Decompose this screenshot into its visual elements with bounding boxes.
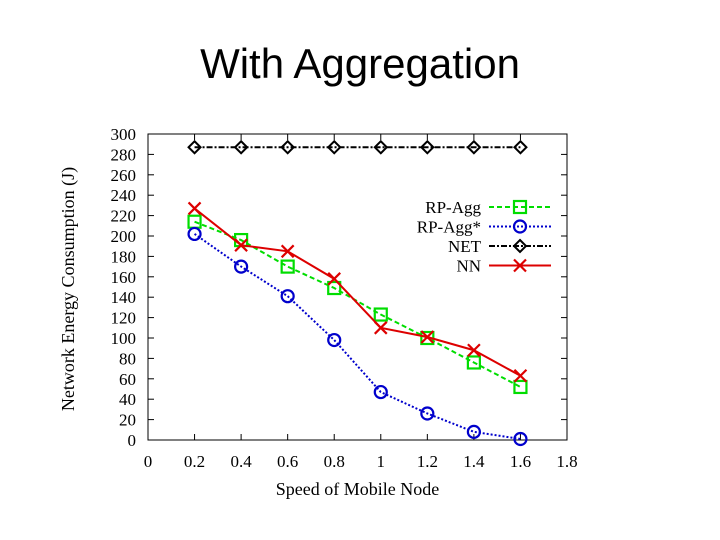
data-point-rp-agg-star xyxy=(420,406,435,421)
x-tick-label: 1.4 xyxy=(463,452,485,471)
data-point-nn xyxy=(420,330,435,344)
y-tick-label: 280 xyxy=(111,145,137,164)
series-rp-agg xyxy=(187,214,528,395)
x-tick-label: 1.8 xyxy=(556,452,577,471)
x-tick-label: 0.8 xyxy=(324,452,345,471)
data-point-rp-agg-star xyxy=(373,384,388,400)
y-tick-label: 200 xyxy=(111,227,137,246)
y-tick-label: 0 xyxy=(128,431,137,450)
data-point-nn xyxy=(467,343,481,358)
data-point-net xyxy=(373,139,389,155)
data-point-rp-agg-star xyxy=(327,332,342,348)
y-tick-label: 300 xyxy=(111,125,137,144)
y-tick-label: 240 xyxy=(111,186,137,205)
data-point-rp-agg xyxy=(466,355,481,370)
data-point-nn xyxy=(280,244,295,259)
x-tick-label: 0.2 xyxy=(184,452,205,471)
data-point-nn xyxy=(513,368,528,383)
data-point-net xyxy=(513,139,528,155)
legend-label-nn: NN xyxy=(456,257,481,276)
x-tick-label: 1.2 xyxy=(417,452,438,471)
legend-marker-rp-agg xyxy=(512,199,528,215)
legend-marker-rp-agg xyxy=(512,219,528,234)
x-tick-label: 0.6 xyxy=(277,452,298,471)
y-tick-label: 20 xyxy=(119,411,136,430)
data-point-net xyxy=(187,139,202,155)
data-point-rp-agg-star xyxy=(280,289,295,304)
legend-marker-net xyxy=(512,238,528,254)
series-line-rp-agg xyxy=(194,220,521,388)
y-tick-label: 260 xyxy=(111,166,137,185)
slide-title: With Aggregation xyxy=(200,40,520,87)
y-tick-label: 100 xyxy=(111,329,137,348)
y-tick-label: 80 xyxy=(119,349,136,368)
y-tick-label: 220 xyxy=(111,207,137,226)
legend-label-rp-agg: RP-Agg xyxy=(425,198,481,217)
data-point-rp-agg xyxy=(327,280,342,296)
series-rp-agg-star xyxy=(187,226,528,447)
plot-frame xyxy=(147,133,568,441)
series-group xyxy=(187,139,528,447)
x-axis-label: Speed of Mobile Node xyxy=(276,479,439,499)
series-nn xyxy=(187,201,528,383)
data-point-rp-agg-star xyxy=(187,226,202,242)
legend-marker-nn xyxy=(513,258,527,273)
data-point-rp-agg xyxy=(513,379,528,395)
data-point-rp-agg-star xyxy=(466,424,481,439)
y-tick-label: 120 xyxy=(111,309,137,328)
data-point-net xyxy=(280,139,296,155)
series-line-nn xyxy=(193,207,521,377)
data-point-rp-agg xyxy=(373,307,388,322)
y-tick-label: 60 xyxy=(119,370,136,389)
x-tick-label: 1 xyxy=(377,452,386,471)
y-axis-label: Network Energy Consumption (J) xyxy=(58,167,79,411)
y-tick-label: 160 xyxy=(111,268,137,287)
x-tick-label: 0.4 xyxy=(230,452,252,471)
data-point-net xyxy=(326,139,342,155)
data-point-rp-agg-star xyxy=(513,431,528,447)
series-net xyxy=(187,139,528,155)
legend-label-net: NET xyxy=(448,237,482,256)
data-point-net xyxy=(233,139,249,155)
x-tick-label: 1.6 xyxy=(510,452,531,471)
legend-label-rp-agg: RP-Agg* xyxy=(417,218,481,237)
data-point-net xyxy=(419,139,435,155)
x-tick-label: 0 xyxy=(144,452,153,471)
data-point-nn xyxy=(234,238,248,252)
axis-ticks: 0 0.2 0.4 0.6 0.8 1 1.2 1.4 1.6 1.802040608010012… xyxy=(111,125,578,471)
data-point-net xyxy=(466,139,482,155)
data-point-rp-agg xyxy=(280,259,295,274)
y-tick-label: 180 xyxy=(111,247,137,266)
data-point-rp-agg-star xyxy=(234,259,249,274)
data-point-nn xyxy=(327,272,341,286)
y-tick-label: 40 xyxy=(119,390,136,409)
y-tick-label: 140 xyxy=(111,288,137,307)
data-point-nn xyxy=(374,321,388,335)
data-point-nn xyxy=(187,201,202,216)
